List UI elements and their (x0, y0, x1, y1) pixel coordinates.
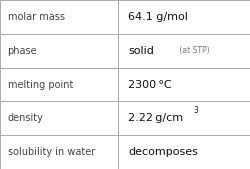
Text: density: density (8, 113, 43, 123)
Text: phase: phase (8, 46, 37, 56)
Text: 3: 3 (192, 106, 197, 115)
Text: 64.1 g/mol: 64.1 g/mol (128, 12, 187, 22)
Text: solid: solid (128, 46, 153, 56)
Text: 2300 °C: 2300 °C (128, 79, 171, 90)
Text: decomposes: decomposes (128, 147, 197, 157)
Text: solubility in water: solubility in water (8, 147, 94, 157)
Text: melting point: melting point (8, 79, 72, 90)
Text: molar mass: molar mass (8, 12, 64, 22)
Text: (at STP): (at STP) (176, 46, 209, 55)
Text: 2.22 g/cm: 2.22 g/cm (128, 113, 182, 123)
